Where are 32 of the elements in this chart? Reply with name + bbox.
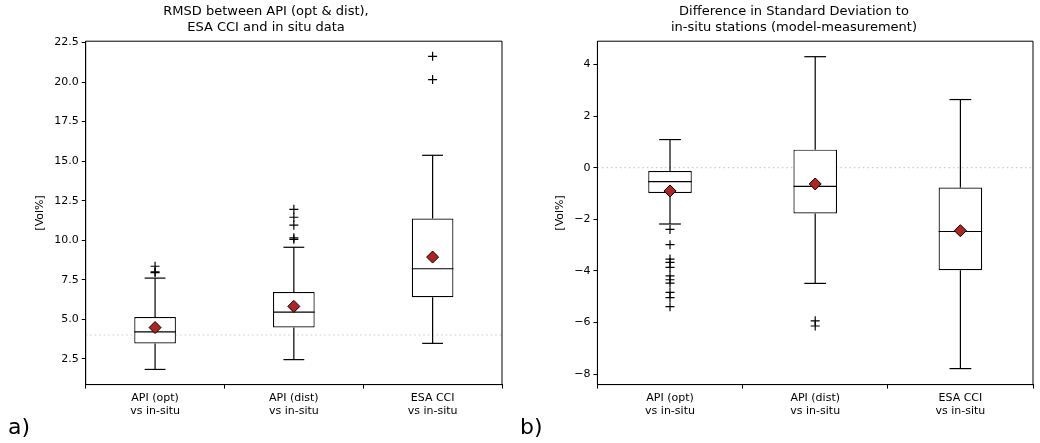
y-axis-title: [Vol%] [553,195,567,231]
y-tick-label: 4 [583,57,591,71]
y-tick-label: 2 [583,108,591,122]
y-tick-label: 17.5 [54,114,79,128]
y-tick-label: 15.0 [54,154,79,167]
y-tick-label: 7.5 [61,272,79,286]
y-tick-label: 12.5 [54,193,79,207]
point [663,184,677,198]
chart-title: RMSD between API (opt & dist), ESA CCI and in situ data [163,3,369,34]
y-tick-label: 20.0 [54,74,79,88]
point [426,250,440,264]
x-tick-label: API (opt) vs in-situ [645,391,695,418]
x-tick-label: API (dist) vs in-situ [268,391,319,418]
y-tick-label: −8 [574,367,591,381]
chart-title: Difference in Standard Deviation to in-situ stations (model-measurement) [670,3,918,34]
y-tick-label: −4 [574,263,591,277]
y-tick-label: 2.5 [61,351,79,365]
x-tick-label: API (dist) vs in-situ [790,391,841,418]
y-tick-label: −2 [574,212,591,226]
y-tick-label: 22.5 [54,35,79,49]
y-tick-label: 0 [583,160,591,174]
x-tick-label: ESA CCI vs in-situ [407,391,458,418]
x-tick-label: API (opt) vs in-situ [130,391,180,418]
point [953,224,967,238]
text: a) [8,414,31,439]
y-axis-title: [Vol%] [33,195,47,231]
x-tick-label: ESA CCI vs in-situ [935,391,986,418]
y-tick-label: 5.0 [61,312,79,326]
y-tick-label: −6 [574,315,591,329]
y-tick-label: 10.0 [54,233,79,247]
text: b) [520,414,543,439]
point [808,177,822,191]
